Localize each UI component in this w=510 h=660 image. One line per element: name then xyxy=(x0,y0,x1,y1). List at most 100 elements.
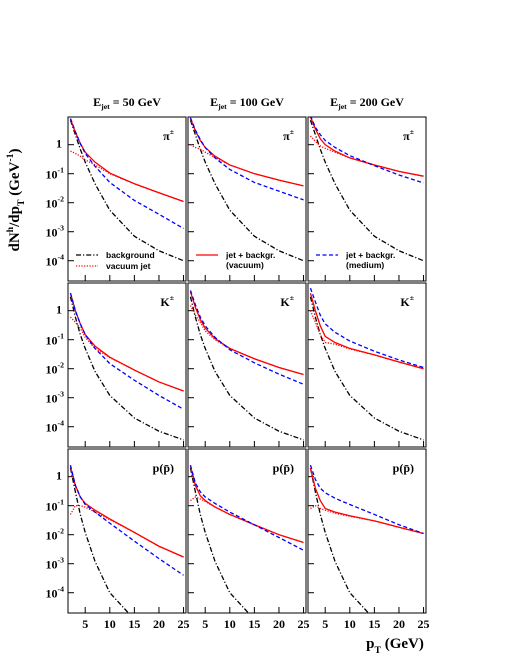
series-line xyxy=(309,464,424,535)
y-tick-label: 1 xyxy=(56,302,62,316)
panel-label-part: p(p̄) xyxy=(273,461,294,475)
y-tick-label: 10-3 xyxy=(46,556,65,571)
series-line xyxy=(190,144,304,187)
panel-label-part: ± xyxy=(290,293,294,302)
y-tick-label-part: 10 xyxy=(46,528,58,542)
panel-label-part: K xyxy=(160,295,170,309)
y-tick-label: 10-2 xyxy=(46,527,65,542)
y-tick-label-part: -4 xyxy=(58,585,65,594)
series-line xyxy=(69,464,184,576)
column-title-part: E xyxy=(210,95,218,109)
series-line xyxy=(189,305,304,376)
panel-frame xyxy=(67,116,187,282)
x-axis-label-part: (GeV) xyxy=(381,636,424,652)
panel-frame xyxy=(307,116,427,282)
y-tick-label: 10-2 xyxy=(46,361,65,376)
series-line xyxy=(189,118,304,187)
y-tick-label-part: 10 xyxy=(46,254,58,268)
panel-label-part: K xyxy=(400,295,410,309)
panel-label-part: K xyxy=(280,295,290,309)
series-line xyxy=(189,119,304,262)
column-title-part: = 50 GeV xyxy=(110,95,161,109)
y-tick-label-part: -2 xyxy=(58,361,65,370)
y-tick-label: 10-4 xyxy=(46,585,65,600)
y-tick-label-part: -4 xyxy=(58,419,65,428)
legend-entry: vacuum jet xyxy=(106,261,150,271)
y-tick-label-part: -2 xyxy=(58,195,65,204)
legend-entry: jet + backgr. (medium) xyxy=(346,250,396,270)
panel-label: p(p̄) xyxy=(273,461,294,475)
legend-label: jet + backgr. (medium) xyxy=(346,250,396,270)
series-line xyxy=(189,296,304,441)
y-tick-label-part: -4 xyxy=(58,253,65,262)
panel-label-part: p(p̄) xyxy=(393,461,414,475)
y-tick-label-part: 10 xyxy=(46,225,58,239)
x-tick-label: 5 xyxy=(322,617,328,631)
series-line xyxy=(69,293,184,410)
series-line xyxy=(309,296,424,441)
x-tick-label: 15 xyxy=(248,617,260,631)
panel-label: K± xyxy=(400,293,414,308)
series-line xyxy=(190,496,304,544)
column-title-part: jet xyxy=(100,102,110,111)
y-tick-label-part: 10 xyxy=(46,167,58,181)
y-tick-label-part: 10 xyxy=(46,391,58,405)
y-tick-label-part: 10 xyxy=(46,557,58,571)
series-line xyxy=(309,467,424,535)
y-axis-label-part: T xyxy=(16,199,27,206)
x-tick-label: 10 xyxy=(224,617,236,631)
y-axis-label-part: /dp xyxy=(7,206,23,228)
x-axis-label: pT (GeV) xyxy=(366,636,424,655)
y-tick-label-part: -3 xyxy=(58,556,65,565)
y-tick-label: 1 xyxy=(56,468,62,482)
panel-label-part: ± xyxy=(410,293,414,302)
x-tick-label: 20 xyxy=(153,617,165,631)
series-line xyxy=(310,117,424,184)
column-title-part: jet xyxy=(337,102,347,111)
series-line xyxy=(69,467,130,613)
series-line xyxy=(189,466,304,544)
x-tick-label: 5 xyxy=(202,617,208,631)
column-title: Ejet = 50 GeV xyxy=(93,95,161,112)
column-title-part: jet xyxy=(217,102,227,111)
panel-label: K± xyxy=(280,293,294,308)
y-tick-label: 10-4 xyxy=(46,253,65,268)
series-line xyxy=(309,117,424,177)
panel-label-part: π xyxy=(403,129,410,143)
y-tick-label: 10-3 xyxy=(46,224,65,239)
series-line xyxy=(189,467,250,613)
x-tick-label: 20 xyxy=(393,617,405,631)
series-line xyxy=(189,290,304,385)
y-tick-label-part: -2 xyxy=(58,527,65,536)
panel-label: π± xyxy=(163,127,174,142)
series-line xyxy=(69,118,184,229)
x-axis-label-part: p xyxy=(366,636,374,652)
y-tick-label-part: -3 xyxy=(58,390,65,399)
panel-frame xyxy=(187,282,307,448)
x-tick-label: 25 xyxy=(298,617,310,631)
column-title-part: = 200 GeV xyxy=(347,95,404,109)
series-line xyxy=(189,464,304,551)
series-line xyxy=(69,119,184,262)
series-line xyxy=(69,296,184,441)
y-tick-label-part: 10 xyxy=(46,362,58,376)
column-title: Ejet = 100 GeV xyxy=(210,95,284,112)
panel-label-part: ± xyxy=(410,127,414,136)
column-title-part: E xyxy=(93,95,101,109)
y-tick-label-part: 10 xyxy=(46,586,58,600)
x-tick-label: 15 xyxy=(128,617,140,631)
panel-label-part: ± xyxy=(170,127,174,136)
panel-label-part: ± xyxy=(170,293,174,302)
y-tick-label-part: -3 xyxy=(58,224,65,233)
panel-frame xyxy=(187,448,307,614)
column-title-part: = 100 GeV xyxy=(227,95,284,109)
legend-label: jet + backgr. (vacuum) xyxy=(226,250,276,270)
panel-label-part: π xyxy=(163,129,170,143)
x-tick-label: 10 xyxy=(344,617,356,631)
panel-frame xyxy=(187,116,307,282)
y-axis-label-part: ) xyxy=(7,148,23,153)
y-axis-label-part: (GeV xyxy=(7,161,23,199)
panel-frame xyxy=(67,282,187,448)
y-tick-label: 10-1 xyxy=(46,498,65,513)
